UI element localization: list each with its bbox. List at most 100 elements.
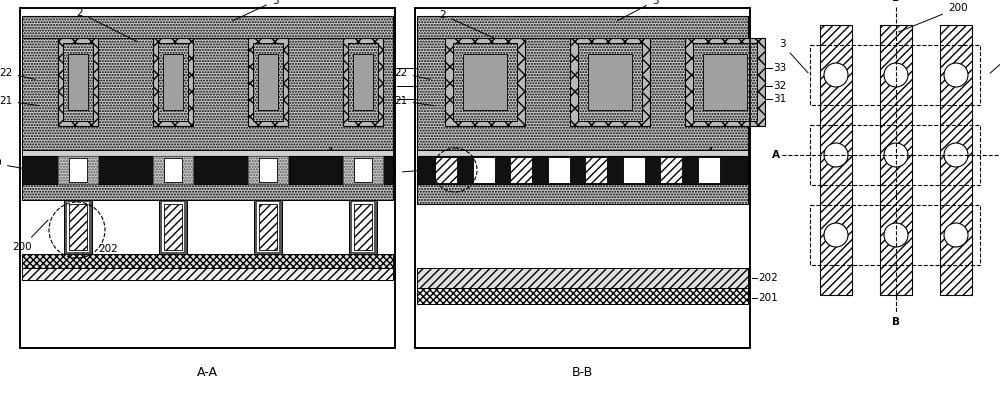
Text: 21: 21	[0, 96, 39, 106]
Bar	[254, 200, 282, 254]
Bar	[67, 202, 89, 252]
Bar	[810, 125, 980, 185]
Text: 300: 300	[0, 158, 29, 170]
Text: 33: 33	[418, 63, 431, 73]
Bar	[810, 45, 980, 105]
Bar	[703, 54, 747, 110]
Text: 300: 300	[990, 49, 1000, 73]
Text: 202: 202	[83, 244, 118, 258]
Bar	[445, 38, 525, 126]
Circle shape	[884, 143, 908, 167]
Bar	[880, 25, 912, 295]
Bar	[158, 43, 188, 121]
Bar	[352, 202, 374, 252]
Bar	[259, 158, 277, 182]
Bar	[820, 25, 852, 295]
Text: 32: 32	[773, 81, 786, 91]
Circle shape	[944, 223, 968, 247]
Text: 4: 4	[243, 147, 333, 168]
Bar	[22, 268, 393, 280]
Bar	[693, 43, 757, 121]
Bar	[415, 8, 750, 348]
Circle shape	[944, 63, 968, 87]
Bar	[257, 202, 279, 252]
Bar	[348, 43, 378, 121]
Bar	[623, 157, 645, 183]
Bar	[415, 8, 750, 348]
Bar	[570, 38, 650, 126]
Text: 32: 32	[418, 81, 431, 91]
Bar	[58, 38, 98, 126]
Text: A: A	[772, 150, 780, 160]
Bar	[258, 54, 278, 110]
Bar	[349, 200, 377, 254]
Bar	[473, 157, 495, 183]
Text: 2: 2	[440, 10, 502, 42]
Bar	[164, 158, 182, 182]
Bar	[354, 204, 372, 250]
Bar	[253, 43, 283, 121]
Bar	[164, 204, 182, 250]
Text: 22: 22	[0, 68, 35, 80]
Bar	[588, 54, 632, 110]
Bar	[69, 204, 87, 250]
Bar	[22, 184, 393, 200]
Bar	[22, 254, 393, 268]
Text: 3: 3	[779, 39, 808, 73]
Bar	[417, 184, 748, 204]
Circle shape	[824, 223, 848, 247]
Bar	[64, 200, 92, 254]
Text: B: B	[892, 0, 900, 3]
Bar	[159, 200, 187, 254]
Bar	[417, 268, 748, 288]
Circle shape	[944, 143, 968, 167]
Bar	[68, 54, 88, 110]
Bar	[20, 8, 395, 348]
Bar	[940, 25, 972, 295]
Bar	[163, 54, 183, 110]
Circle shape	[824, 63, 848, 87]
Text: 3: 3	[617, 0, 658, 21]
Text: 300: 300	[377, 168, 424, 178]
Bar	[578, 43, 642, 121]
Bar	[685, 38, 765, 126]
Bar	[153, 156, 193, 184]
Circle shape	[824, 143, 848, 167]
Bar	[22, 38, 393, 150]
Text: 4: 4	[633, 147, 713, 168]
Bar	[343, 38, 383, 126]
Text: 31: 31	[418, 94, 431, 104]
Bar	[548, 157, 570, 183]
Text: 202: 202	[758, 273, 778, 283]
Bar	[463, 54, 507, 110]
Bar	[353, 54, 373, 110]
Text: 200: 200	[12, 220, 48, 252]
Bar	[248, 156, 288, 184]
Bar	[417, 288, 748, 304]
Bar	[510, 157, 532, 183]
Bar	[453, 43, 517, 121]
Bar	[810, 205, 980, 265]
Text: 201: 201	[83, 257, 118, 269]
Bar	[22, 16, 393, 38]
Bar	[22, 150, 393, 156]
Bar	[58, 156, 98, 184]
Circle shape	[884, 223, 908, 247]
Bar	[63, 43, 93, 121]
Bar	[417, 150, 748, 156]
Text: 33: 33	[773, 63, 786, 73]
Bar	[435, 157, 457, 183]
Bar	[585, 157, 607, 183]
Bar	[417, 16, 748, 38]
Text: 22: 22	[394, 68, 430, 80]
Bar	[354, 158, 372, 182]
Text: 3: 3	[233, 0, 278, 21]
Bar	[698, 157, 720, 183]
Bar	[20, 8, 395, 348]
Text: 2: 2	[77, 8, 138, 42]
Circle shape	[884, 63, 908, 87]
Text: B: B	[892, 317, 900, 327]
Text: B-B: B-B	[571, 366, 593, 379]
Bar	[69, 158, 87, 182]
Bar	[660, 157, 682, 183]
